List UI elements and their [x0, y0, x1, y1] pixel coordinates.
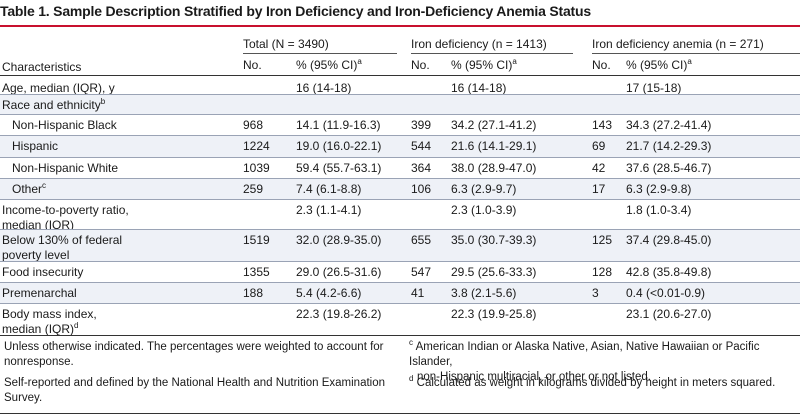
- table-cell-a-no: 3: [592, 286, 599, 300]
- table-cell-t-pct: 29.0 (26.5-31.6): [296, 265, 382, 279]
- footnote-c: c American Indian or Alaska Native, Asia…: [409, 338, 760, 383]
- table-cell-a-pct: 0.4 (<0.01-0.9): [626, 286, 706, 300]
- table-cell-t-pct: 59.4 (55.7-63.1): [296, 161, 382, 175]
- row-label: Below 130% of federal poverty level: [2, 233, 123, 262]
- header-rule: [0, 75, 800, 76]
- table-cell-i-pct: 3.8 (2.1-5.6): [451, 286, 517, 300]
- row-divider: [0, 178, 800, 179]
- table-cell-a-pct: 17 (15-18): [626, 81, 682, 95]
- row-band: [0, 179, 800, 200]
- header-ida-pct: % (95% CI)a: [626, 57, 692, 73]
- footnote-a: Unless otherwise indicated. The percenta…: [4, 341, 384, 368]
- table-cell-i-pct: 16 (14-18): [451, 81, 507, 95]
- table-cell-a-no: 17: [592, 182, 606, 196]
- row-label: Premenarchal: [2, 286, 77, 300]
- table-cell-i-no: 655: [411, 233, 432, 247]
- table-cell-i-no: 41: [411, 286, 425, 300]
- group-rule-iron-deficiency: [411, 53, 573, 54]
- row-divider: [0, 157, 800, 158]
- table-cell-t-no: 1519: [243, 233, 270, 247]
- row-label: Food insecurity: [2, 265, 84, 279]
- table-cell-t-no: 259: [243, 182, 264, 196]
- table-cell-i-pct: 22.3 (19.9-25.8): [451, 307, 537, 321]
- header-total-no: No.: [243, 58, 262, 72]
- group-header-iron-deficiency: Iron deficiency (n = 1413): [411, 37, 547, 51]
- row-label: Non-Hispanic Black: [12, 118, 117, 132]
- table-cell-i-pct: 29.5 (25.6-33.3): [451, 265, 537, 279]
- row-band: [0, 283, 800, 304]
- group-rule-total: [243, 53, 397, 54]
- table-cell-a-no: 125: [592, 233, 613, 247]
- row-label: Race and ethnicityb: [2, 97, 106, 113]
- table-cell-a-pct: 34.3 (27.2-41.4): [626, 118, 712, 132]
- table-cell-t-pct: 7.4 (6.1-8.8): [296, 182, 362, 196]
- table-cell-a-pct: 37.6 (28.5-46.7): [626, 161, 712, 175]
- table-cell-i-pct: 34.2 (27.1-41.2): [451, 118, 537, 132]
- table-cell-t-no: 968: [243, 118, 264, 132]
- group-header-total: Total (N = 3490): [243, 37, 329, 51]
- row-divider: [0, 229, 800, 230]
- table-cell-a-pct: 37.4 (29.8-45.0): [626, 233, 712, 247]
- table-cell-i-no: 106: [411, 182, 432, 196]
- row-divider: [0, 282, 800, 283]
- row-divider: [0, 303, 800, 304]
- row-label: Otherc: [12, 181, 47, 197]
- row-label: Hispanic: [12, 139, 59, 153]
- row-divider: [0, 135, 800, 136]
- table-cell-a-pct: 23.1 (20.6-27.0): [626, 307, 712, 321]
- row-band: [0, 95, 800, 115]
- header-total-pct: % (95% CI)a: [296, 57, 362, 73]
- table-cell-t-no: 1224: [243, 139, 270, 153]
- table-cell-i-no: 547: [411, 265, 432, 279]
- footnote-b: Self-reported and defined by the Nationa…: [4, 377, 386, 404]
- table-cell-a-pct: 42.8 (35.8-49.8): [626, 265, 712, 279]
- table-cell-t-pct: 14.1 (11.9-16.3): [296, 118, 381, 132]
- table-cell-a-no: 143: [592, 118, 613, 132]
- table-cell-a-pct: 21.7 (14.2-29.3): [626, 139, 712, 153]
- table-cell-i-pct: 6.3 (2.9-9.7): [451, 182, 517, 196]
- row-label: Age, median (IQR), y: [2, 81, 115, 95]
- footnote-d: d Calculated as weight in kilograms divi…: [409, 374, 776, 389]
- table-bottom-rule: [0, 335, 800, 336]
- row-band: [0, 136, 800, 158]
- table-cell-a-no: 42: [592, 161, 606, 175]
- header-characteristics: Characteristics: [2, 60, 82, 74]
- row-label: Body mass index, median (IQR)d: [2, 307, 97, 336]
- table-cell-i-pct: 2.3 (1.0-3.9): [451, 203, 517, 217]
- table-cell-t-no: 1355: [243, 265, 270, 279]
- table-cell-t-pct: 16 (14-18): [296, 81, 352, 95]
- table-title: Table 1. Sample Description Stratified b…: [0, 3, 591, 19]
- title-rule: [0, 25, 800, 27]
- table-cell-a-pct: 6.3 (2.9-9.8): [626, 182, 692, 196]
- table-cell-a-pct: 1.8 (1.0-3.4): [626, 203, 692, 217]
- table-cell-a-no: 128: [592, 265, 613, 279]
- row-divider: [0, 94, 800, 95]
- table-cell-i-pct: 35.0 (30.7-39.3): [451, 233, 537, 247]
- table-cell-i-no: 399: [411, 118, 432, 132]
- table-cell-t-pct: 32.0 (28.9-35.0): [296, 233, 382, 247]
- header-iron-pct: % (95% CI)a: [451, 57, 517, 73]
- table-cell-t-pct: 22.3 (19.8-26.2): [296, 307, 382, 321]
- group-header-ida: Iron deficiency anemia (n = 271): [592, 37, 764, 51]
- table-cell-a-no: 69: [592, 139, 606, 153]
- row-band: [0, 230, 800, 262]
- row-label: Non-Hispanic White: [12, 161, 119, 175]
- table-cell-i-pct: 21.6 (14.1-29.1): [451, 139, 537, 153]
- row-divider: [0, 114, 800, 115]
- group-rule-ida: [592, 53, 800, 54]
- table-cell-t-no: 188: [243, 286, 264, 300]
- header-ida-no: No.: [592, 58, 611, 72]
- table-cell-t-no: 1039: [243, 161, 270, 175]
- header-iron-no: No.: [411, 58, 430, 72]
- table-cell-i-no: 544: [411, 139, 432, 153]
- row-divider: [0, 261, 800, 262]
- table-cell-i-pct: 38.0 (28.9-47.0): [451, 161, 537, 175]
- table-cell-i-no: 364: [411, 161, 432, 175]
- table-cell-t-pct: 5.4 (4.2-6.6): [296, 286, 362, 300]
- row-divider: [0, 199, 800, 200]
- footnote-bottom-rule: [0, 413, 800, 414]
- row-label: Income-to-poverty ratio, median (IQR): [2, 203, 129, 232]
- table-cell-t-pct: 19.0 (16.0-22.1): [296, 139, 382, 153]
- table-cell-t-pct: 2.3 (1.1-4.1): [296, 203, 362, 217]
